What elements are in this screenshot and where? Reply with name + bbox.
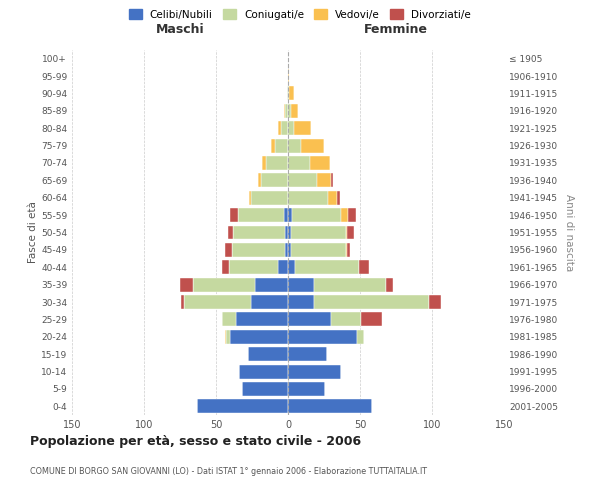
Bar	[331, 174, 332, 188]
Bar	[288, 364, 341, 378]
Bar	[288, 347, 327, 361]
Bar	[288, 191, 328, 204]
Bar	[288, 226, 291, 239]
Bar	[193, 278, 255, 291]
Bar	[331, 312, 361, 326]
Bar	[361, 312, 382, 326]
Bar	[197, 400, 288, 413]
Bar	[291, 243, 346, 257]
Bar	[386, 278, 393, 291]
Bar	[224, 330, 226, 344]
Bar	[230, 208, 238, 222]
Bar	[251, 295, 288, 309]
Bar	[288, 243, 291, 257]
Bar	[346, 226, 347, 239]
Bar	[288, 104, 291, 118]
Bar	[251, 191, 288, 204]
Bar	[314, 295, 429, 309]
Bar	[229, 260, 278, 274]
Bar	[314, 278, 386, 291]
Bar	[294, 122, 311, 135]
Legend: Celibi/Nubili, Coniugati/e, Vedovi/e, Divorziati/e: Celibi/Nubili, Coniugati/e, Vedovi/e, Di…	[125, 5, 475, 24]
Bar	[285, 243, 288, 257]
Bar	[337, 191, 340, 204]
Bar	[328, 191, 337, 204]
Bar	[341, 208, 349, 222]
Bar	[288, 69, 289, 83]
Bar	[184, 295, 251, 309]
Bar	[227, 226, 233, 239]
Bar	[275, 138, 288, 152]
Bar	[278, 122, 281, 135]
Bar	[288, 174, 317, 188]
Bar	[258, 174, 260, 188]
Bar	[349, 208, 356, 222]
Bar	[285, 226, 288, 239]
Bar	[347, 226, 354, 239]
Bar	[222, 312, 236, 326]
Bar	[288, 208, 292, 222]
Bar	[260, 174, 288, 188]
Bar	[233, 226, 285, 239]
Bar	[232, 243, 285, 257]
Bar	[288, 156, 310, 170]
Text: Maschi: Maschi	[155, 23, 205, 36]
Bar	[288, 295, 314, 309]
Bar	[222, 260, 229, 274]
Bar	[180, 278, 193, 291]
Bar	[288, 330, 357, 344]
Bar	[255, 278, 288, 291]
Bar	[288, 382, 325, 396]
Y-axis label: Anni di nascita: Anni di nascita	[563, 194, 574, 271]
Text: Popolazione per età, sesso e stato civile - 2006: Popolazione per età, sesso e stato civil…	[30, 435, 361, 448]
Bar	[291, 226, 346, 239]
Bar	[357, 330, 364, 344]
Bar	[292, 208, 341, 222]
Text: Femmine: Femmine	[364, 23, 428, 36]
Bar	[224, 243, 232, 257]
Bar	[284, 104, 285, 118]
Bar	[310, 156, 330, 170]
Bar	[347, 243, 350, 257]
Y-axis label: Fasce di età: Fasce di età	[28, 202, 38, 264]
Bar	[248, 347, 288, 361]
Bar	[288, 400, 371, 413]
Bar	[289, 86, 294, 101]
Bar	[301, 138, 324, 152]
Bar	[346, 243, 347, 257]
Bar	[288, 86, 289, 101]
Bar	[236, 312, 288, 326]
Bar	[238, 208, 284, 222]
Bar	[271, 138, 275, 152]
Bar	[262, 156, 266, 170]
Bar	[288, 278, 314, 291]
Bar	[242, 382, 288, 396]
Bar	[288, 312, 331, 326]
Bar	[281, 122, 288, 135]
Bar	[239, 364, 288, 378]
Bar	[230, 330, 288, 344]
Bar	[226, 330, 230, 344]
Bar	[181, 295, 184, 309]
Bar	[429, 295, 440, 309]
Bar	[291, 104, 298, 118]
Bar	[295, 260, 359, 274]
Bar	[359, 260, 368, 274]
Bar	[288, 122, 294, 135]
Bar	[278, 260, 288, 274]
Text: COMUNE DI BORGO SAN GIOVANNI (LO) - Dati ISTAT 1° gennaio 2006 - Elaborazione TU: COMUNE DI BORGO SAN GIOVANNI (LO) - Dati…	[30, 468, 427, 476]
Bar	[288, 260, 295, 274]
Bar	[317, 174, 331, 188]
Bar	[284, 208, 288, 222]
Bar	[266, 156, 288, 170]
Bar	[249, 191, 251, 204]
Bar	[288, 138, 301, 152]
Bar	[287, 86, 288, 101]
Bar	[285, 104, 288, 118]
